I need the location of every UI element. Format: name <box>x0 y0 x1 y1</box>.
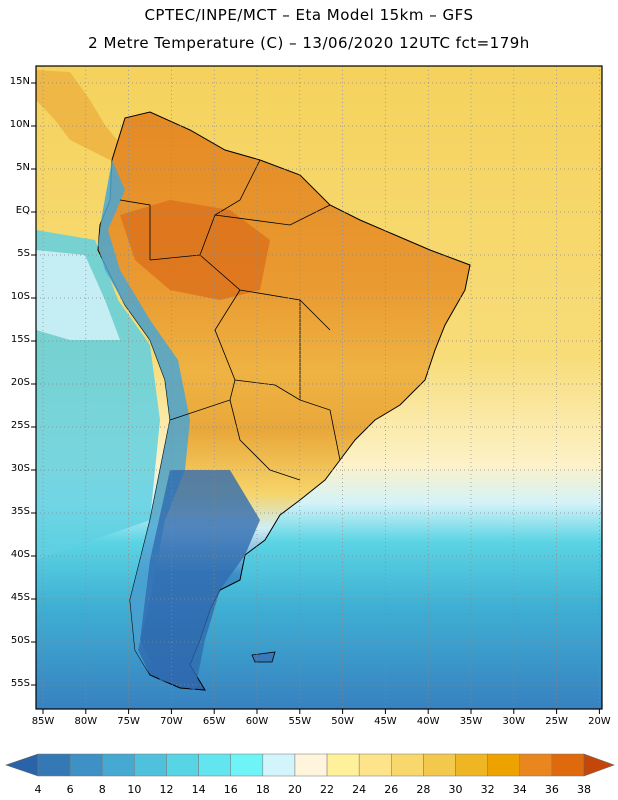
map-ticks <box>31 82 600 714</box>
temperature-map <box>31 65 603 714</box>
colorbar-label: 26 <box>384 783 399 796</box>
colorbar-label: 20 <box>287 783 302 796</box>
colorbar-label: 38 <box>577 783 591 796</box>
colorbar-arrow-low <box>5 753 39 777</box>
lat-label: 15S <box>10 334 30 345</box>
colorbar-label: 22 <box>320 783 335 796</box>
lon-label: 75W <box>117 716 140 727</box>
lon-label: 55W <box>288 716 312 727</box>
colorbar-label: 36 <box>544 783 559 796</box>
colorbar-swatch <box>262 753 296 777</box>
lon-label: 85W <box>31 716 55 727</box>
lat-label: EQ <box>15 205 30 216</box>
colorbar-swatch <box>519 753 553 777</box>
colorbar-label: 12 <box>159 783 174 796</box>
central-america-land <box>36 70 125 160</box>
colorbar-label: 6 <box>66 783 74 796</box>
lat-label: 40S <box>10 549 30 560</box>
colorbar-swatch <box>326 753 360 777</box>
lat-label: 10N <box>9 119 30 130</box>
lat-label: 45S <box>10 592 30 603</box>
lon-label: 40W <box>416 716 440 727</box>
colorbar-label: 18 <box>255 783 270 796</box>
colorbar-swatch <box>294 753 328 777</box>
lon-label: 50W <box>331 716 354 727</box>
temperature-colorbar <box>5 753 615 777</box>
colorbar-swatch <box>358 753 392 777</box>
colorbar-swatch <box>455 753 488 777</box>
lat-label: 50S <box>10 635 30 646</box>
colorbar-label: 24 <box>352 783 367 796</box>
lon-label: 80W <box>74 716 98 727</box>
colorbar-swatch <box>230 753 264 777</box>
country-borders <box>119 159 341 481</box>
lon-label: 30W <box>502 716 526 727</box>
lat-label: 15N <box>9 76 30 87</box>
colorbar-swatch <box>487 753 521 777</box>
colorbar-swatch <box>198 753 231 777</box>
lon-label: 35W <box>459 716 483 727</box>
lat-label: 5S <box>17 248 30 259</box>
lon-label: 20W <box>588 716 611 727</box>
colorbar-label: 28 <box>416 783 431 796</box>
lat-label: 5N <box>16 162 30 173</box>
falklands-land <box>251 651 276 663</box>
colorbar-label: 30 <box>448 783 463 796</box>
colorbar-swatch <box>134 753 167 777</box>
colorbar-swatch <box>37 753 71 777</box>
andes-cold-region <box>98 160 190 675</box>
colorbar-swatch <box>101 753 135 777</box>
colorbar-label: 16 <box>223 783 238 796</box>
lat-label: 30S <box>10 463 30 474</box>
map-title-line1: CPTEC/INPE/MCT – Eta Model 15km – GFS <box>144 6 474 24</box>
colorbar-label: 10 <box>127 783 142 796</box>
lat-label: 20S <box>10 377 30 388</box>
patagonia-cold-region <box>140 470 260 690</box>
lat-label: 25S <box>10 420 30 431</box>
colorbar-label: 4 <box>34 783 42 796</box>
colorbar-label: 8 <box>98 783 106 796</box>
lat-label: 55S <box>10 678 30 689</box>
pacific-pale-region <box>36 250 120 340</box>
lat-label: 35S <box>10 506 30 517</box>
lon-label: 65W <box>202 716 226 727</box>
colorbar-label: 14 <box>191 783 206 796</box>
colorbar-label: 34 <box>512 783 527 796</box>
colorbar-swatch <box>69 753 103 777</box>
colorbar-label: 32 <box>480 783 495 796</box>
map-title-line2: 2 Metre Temperature (C) – 13/06/2020 12U… <box>88 34 530 52</box>
colorbar-swatch <box>551 753 585 777</box>
lon-label: 60W <box>245 716 269 727</box>
map-frame <box>35 65 603 710</box>
amazon-hot-region <box>120 200 270 300</box>
colorbar-swatch <box>391 753 424 777</box>
colorbar-swatch <box>423 753 456 777</box>
lon-label: 25W <box>545 716 568 727</box>
lat-label: 10S <box>10 291 30 302</box>
lon-label: 70W <box>160 716 183 727</box>
colorbar-swatch <box>166 753 199 777</box>
lon-label: 45W <box>374 716 397 727</box>
colorbar-arrow-high <box>583 753 615 777</box>
